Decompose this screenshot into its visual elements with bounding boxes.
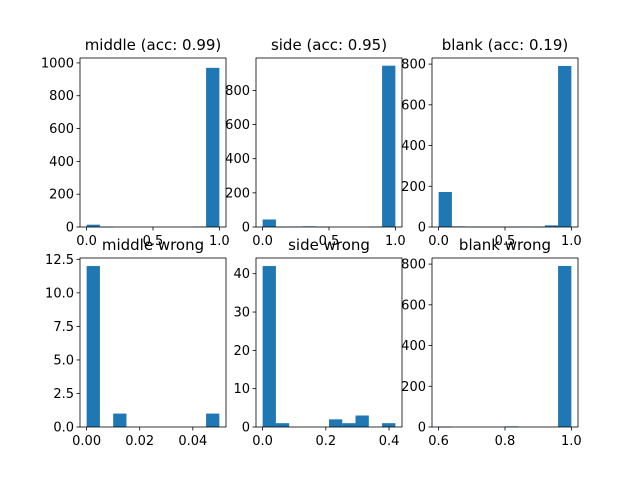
subplot-title: middle wrong	[102, 236, 204, 254]
histogram-bar	[558, 265, 572, 427]
y-tick-label: 10.0	[45, 286, 74, 301]
y-tick-label: 40	[233, 267, 250, 282]
x-tick-label: 0.00	[72, 434, 101, 449]
histogram-bar	[206, 67, 220, 227]
y-tick-label: 0	[242, 421, 250, 436]
x-tick-label: 0.5	[143, 234, 164, 249]
histogram-bar	[382, 423, 396, 427]
y-tick-label: 600	[401, 98, 426, 113]
x-tick-label: 0.2	[315, 434, 336, 449]
y-tick-label: 800	[401, 58, 426, 73]
y-tick-label: 0	[418, 221, 426, 236]
subplot-3: 0.0 0.5 1.0 0 200 400 600 800 blank (acc: 0.19)	[401, 36, 582, 249]
y-tick-label: 10	[233, 382, 250, 397]
histogram-bar	[86, 266, 100, 427]
y-tick-label: 5.0	[53, 353, 74, 368]
x-tick-label: 0.4	[379, 434, 400, 449]
y-tick-label: 200	[401, 180, 426, 195]
y-tick-label: 400	[401, 139, 426, 154]
x-tick-label: 0.02	[125, 434, 154, 449]
y-tick-label: 200	[401, 380, 426, 395]
subplot-2: 0.0 0.5 1.0 0 200 400 600 800 side (acc: 0.95)	[225, 36, 406, 249]
subplot-title: side (acc: 0.95)	[271, 36, 387, 54]
y-tick-label: 400	[401, 339, 426, 354]
histogram-bar	[275, 423, 290, 427]
x-tick-label: 1.0	[209, 234, 230, 249]
histogram-bar	[544, 225, 559, 227]
histogram-bar	[355, 415, 369, 427]
y-tick-label: 7.5	[53, 320, 74, 335]
x-tick-label: 1.0	[561, 434, 582, 449]
y-tick-label: 600	[401, 298, 426, 313]
y-tick-label: 600	[225, 118, 250, 133]
y-tick-label: 800	[49, 89, 74, 104]
histogram-bar	[382, 65, 396, 227]
y-tick-label: 600	[49, 122, 74, 137]
x-tick-label: 0.5	[495, 234, 516, 249]
axes-frame	[79, 257, 227, 428]
subplot-4: 0.00 0.02 0.04 0.0 2.5 5.0 7.5 10.0 12.5 middle w…	[45, 236, 227, 449]
y-tick-label: 800	[225, 84, 250, 99]
subplot-title: middle (acc: 0.99)	[85, 36, 222, 54]
subplot-title: blank wrong	[459, 236, 551, 254]
x-tick-label: 0.0	[252, 234, 273, 249]
x-tick-label: 0.6	[428, 434, 449, 449]
subplot-5: 0.0 0.2 0.4 0 10 20 30 40 side wrong	[233, 236, 403, 449]
histogram-bar	[329, 419, 343, 427]
y-tick-label: 0	[242, 221, 250, 236]
x-tick-label: 0.5	[319, 234, 340, 249]
y-tick-label: 30	[233, 306, 250, 321]
y-tick-label: 200	[49, 188, 74, 203]
y-tick-label: 1000	[41, 56, 74, 71]
histogram-bar	[86, 224, 100, 227]
y-tick-label: 800	[401, 258, 426, 273]
x-tick-label: 0.0	[428, 234, 449, 249]
subplot-title: side wrong	[288, 236, 370, 254]
x-tick-label: 1.0	[385, 234, 406, 249]
axes-frame	[255, 257, 403, 428]
subplot-6: 0.6 0.8 1.0 0 200 400 600 800 blank wrong	[401, 236, 582, 449]
histogram-bar	[262, 266, 276, 427]
histogram-bar	[206, 413, 220, 427]
x-tick-label: 1.0	[561, 234, 582, 249]
y-tick-label: 0	[66, 221, 74, 236]
x-tick-label: 0.0	[76, 234, 97, 249]
y-tick-label: 2.5	[53, 387, 74, 402]
y-tick-label: 20	[233, 344, 250, 359]
x-tick-label: 0.0	[252, 434, 273, 449]
x-tick-label: 0.8	[495, 434, 516, 449]
histogram-bar	[342, 423, 356, 427]
y-tick-label: 0.0	[53, 421, 74, 436]
histogram-bar	[438, 191, 452, 227]
x-tick-label: 0.04	[178, 434, 207, 449]
y-tick-label: 400	[225, 152, 250, 167]
histogram-bar	[113, 413, 127, 427]
y-tick-label: 12.5	[45, 253, 74, 268]
y-tick-label: 200	[225, 186, 250, 201]
histogram-bar	[558, 65, 572, 227]
y-tick-label: 400	[49, 155, 74, 170]
histogram-bar	[262, 219, 276, 227]
subplot-title: blank (acc: 0.19)	[442, 36, 568, 54]
subplot-1: 0.0 0.5 1.0 0 200 400 600 800 1000 middle (acc: 0…	[41, 36, 230, 249]
y-tick-label: 0	[418, 421, 426, 436]
